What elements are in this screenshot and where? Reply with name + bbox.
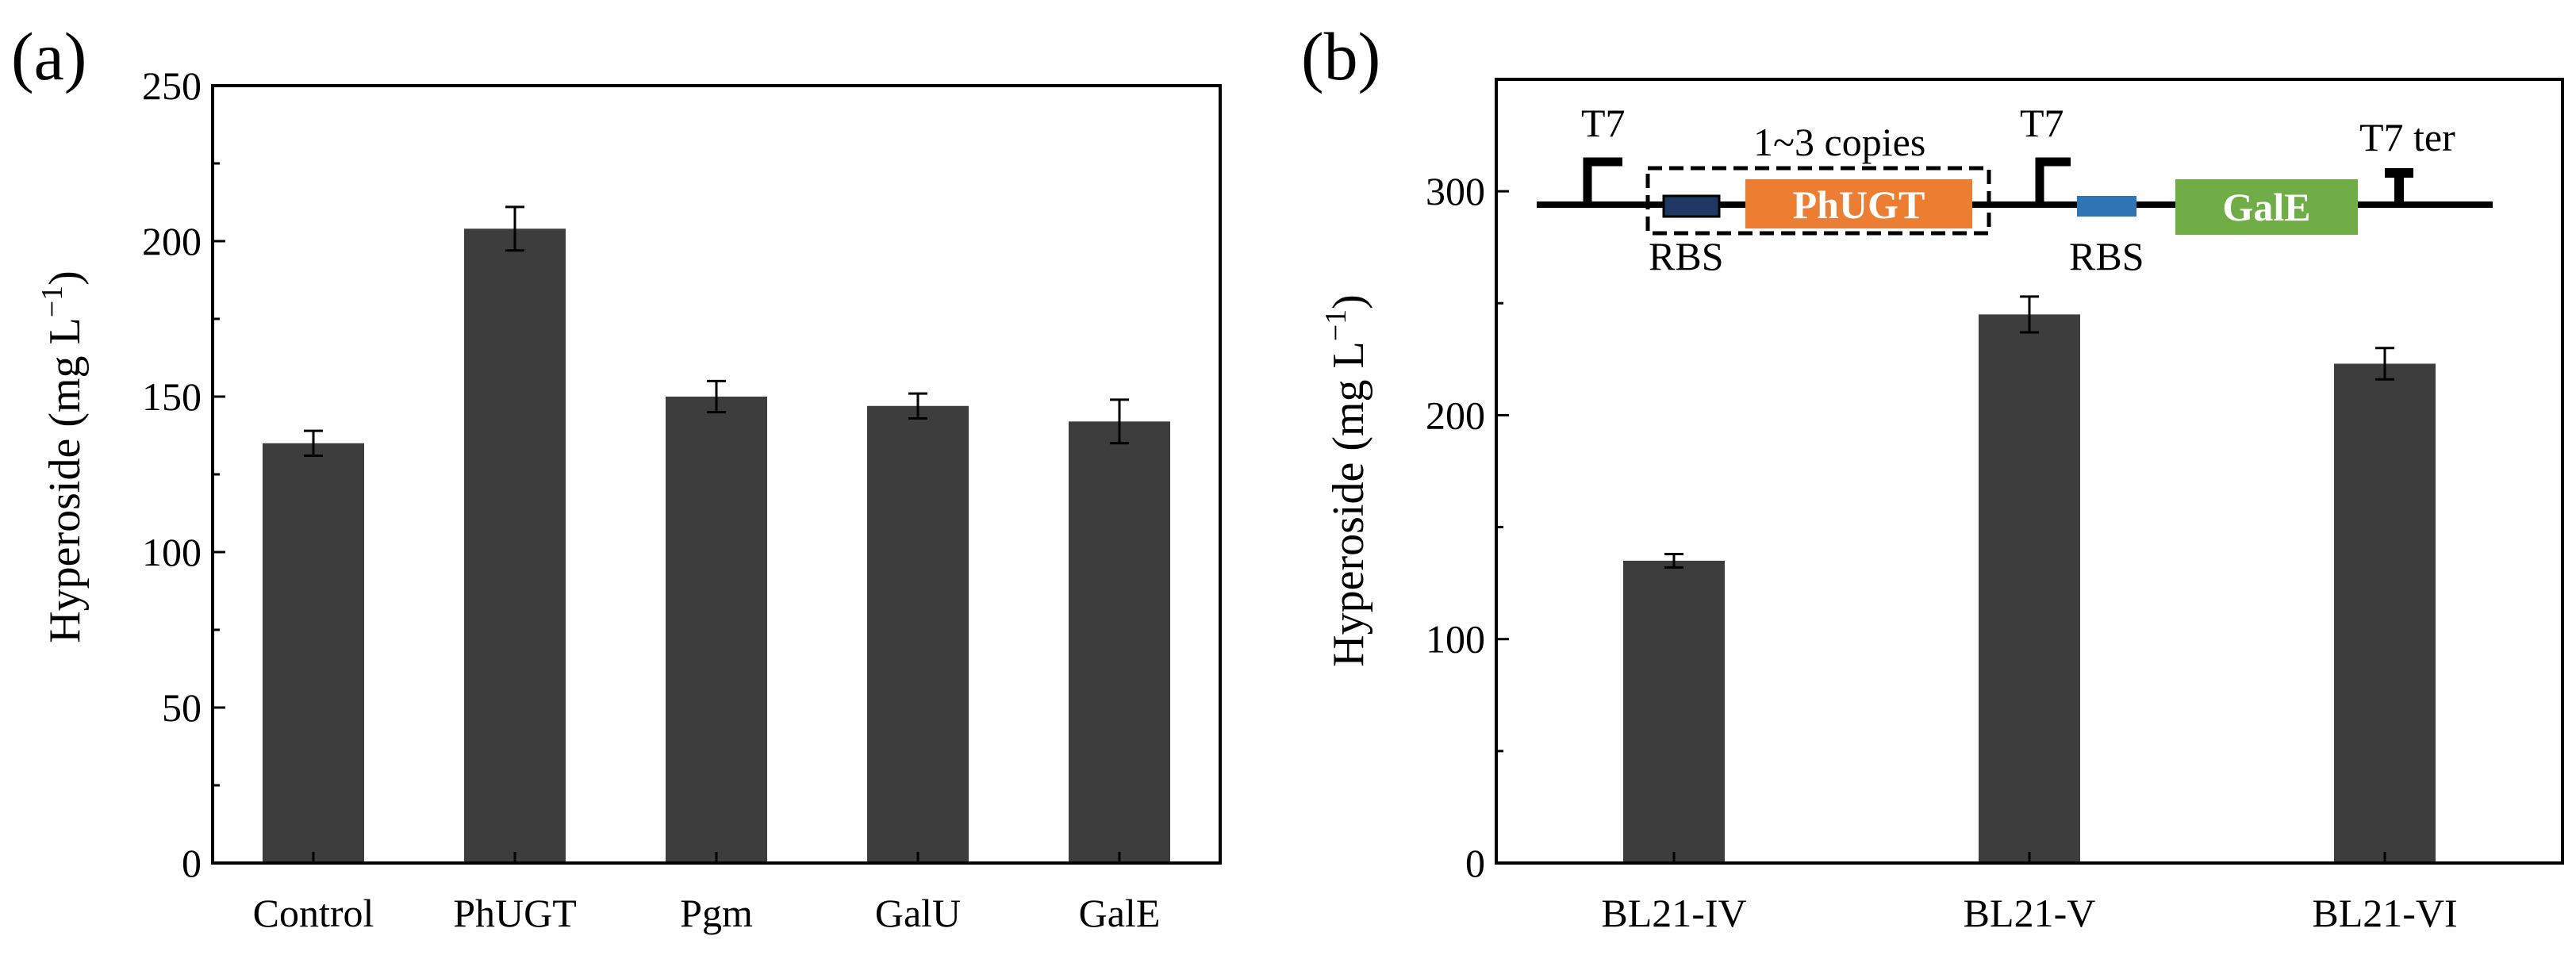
panel-a-bar [867, 405, 969, 863]
panel-a-errorbar [304, 429, 323, 457]
panel-a-bars [263, 205, 1170, 863]
panel-a-errorbar [1110, 398, 1129, 445]
promoter-2-label: T7 [2020, 101, 2064, 145]
panel-b: (b) BL21-IV BL21-V BL21-VI 0 100 200 300 Hyper… [1301, 18, 2564, 935]
panel-b-bars [1623, 295, 2436, 863]
panel-a-xtick-label: GalU [875, 891, 961, 935]
panel-a-ytick-label: 250 [142, 63, 202, 108]
panel-a-ylabel: Hyperoside (mg L−1) [36, 270, 90, 643]
copies-box [1645, 166, 1991, 236]
panel-b-label: (b) [1301, 18, 1380, 94]
panel-a-xtick-label: Control [253, 891, 374, 935]
panel-b-ytick-label: 300 [1426, 169, 1485, 213]
panel-b-errorbar [2020, 295, 2039, 334]
panel-a-ylabel-sup: −1 [36, 286, 69, 317]
panel-a-bar [666, 397, 767, 863]
gene-phugt-label: PhUGT [1793, 182, 1925, 227]
terminator-symbol [2385, 168, 2413, 205]
panel-a-ylabel-close: ) [40, 270, 90, 286]
panel-b-xtick-label: BL21-V [1964, 891, 2096, 935]
construct-diagram: T7 1~3 copies RBS PhUGT T7 RBS GalE T7 t… [1537, 101, 2493, 278]
panel-a-ytick-label: 100 [142, 530, 202, 574]
promoter-arrow-2 [2035, 157, 2071, 208]
promoter-arrow-1 [1583, 157, 1622, 208]
panel-b-ylabel: Hyperoside (mg L−1) [1319, 294, 1373, 667]
copies-label: 1~3 copies [1753, 120, 1925, 164]
panel-a-ytick-label: 0 [182, 841, 202, 885]
promoter-1-label: T7 [1581, 101, 1626, 145]
panel-a-ytick-label: 150 [142, 374, 202, 419]
panel-b-ylabel-main: Hyperoside (mg L [1324, 341, 1373, 667]
panel-b-ytick-label: 0 [1465, 841, 1485, 885]
panel-a-errorbar [505, 205, 524, 252]
panel-b-axes: BL21-IV BL21-V BL21-VI 0 100 200 300 [1426, 78, 2564, 935]
gene-gale-label: GalE [2222, 185, 2310, 229]
panel-a-axes: Control PhUGT Pgm GalU GalE 0 50 100 150 200 250 [142, 63, 1222, 935]
panel-a-xtick-label: Pgm [680, 891, 753, 935]
rbs-1 [1662, 194, 1721, 218]
panel-a-ytick-label: 50 [162, 685, 202, 730]
panel-a-label: (a) [11, 18, 86, 94]
panel-b-bar [1979, 314, 2080, 863]
panel-b-errorbar [2375, 347, 2394, 381]
rbs-1-label: RBS [1649, 234, 1724, 278]
panel-a-bar [1069, 421, 1170, 863]
panel-b-xtick-label: BL21-VI [2312, 891, 2457, 935]
panel-a-errorbar [908, 392, 927, 420]
panel-b-ylabel-sup: −1 [1319, 309, 1353, 341]
rbs-2-label: RBS [2069, 234, 2144, 278]
panel-a-xtick-label: PhUGT [453, 891, 577, 935]
panel-b-bar [2334, 363, 2436, 863]
panel-b-ytick-label: 100 [1426, 617, 1485, 662]
panel-a: (a) Control PhUGT Pgm GalU GalE 0 50 100 150 200 2… [11, 18, 1222, 935]
panel-a-ylabel-main: Hyperoside (mg L [40, 317, 90, 643]
panel-b-axes-frame [1495, 78, 2564, 865]
panel-a-xtick-label: GalE [1079, 891, 1161, 935]
panel-a-ytick-label: 200 [142, 219, 202, 263]
panel-b-ylabel-close: ) [1324, 294, 1373, 309]
panel-b-ytick-label: 200 [1426, 393, 1485, 437]
panel-a-bar [263, 443, 364, 863]
panel-b-errorbar [1664, 552, 1683, 569]
gene-phugt [1745, 179, 1972, 228]
panel-b-bar [1623, 560, 1725, 863]
rbs-2 [2077, 196, 2136, 217]
terminator-label: T7 ter [2359, 115, 2455, 159]
panel-b-xtick-label: BL21-IV [1601, 891, 1746, 935]
panel-a-bar [464, 228, 566, 863]
gene-gale [2175, 179, 2358, 235]
panel-a-errorbar [707, 379, 726, 414]
